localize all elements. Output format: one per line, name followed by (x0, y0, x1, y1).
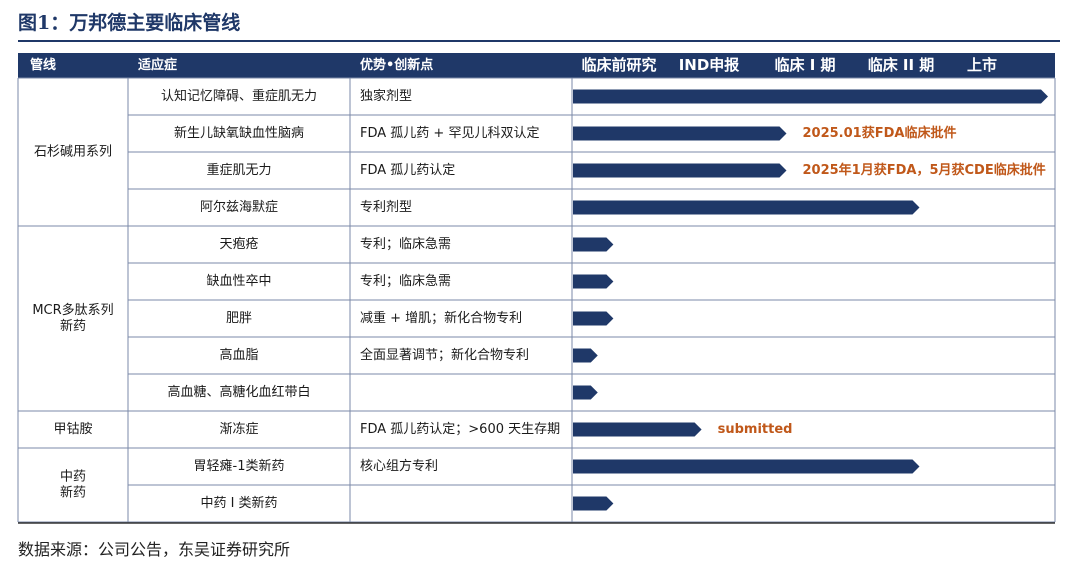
indication-cell: 中药 I 类新药 (200, 495, 277, 511)
indication-cell: 高血糖、高糖化血红带白 (167, 384, 310, 400)
stage-label: 临床 I 期 (774, 56, 835, 74)
progress-bar (573, 126, 787, 141)
stage-label: 临床 II 期 (868, 56, 935, 74)
group-name: 石杉碱用系列 (34, 145, 112, 160)
indication-cell: 认知记忆障碍、重症肌无力 (161, 88, 317, 104)
progress-bar (573, 348, 598, 363)
title-rule (18, 40, 1060, 42)
indication-cell: 天疱疮 (219, 236, 258, 252)
progress-bar (573, 422, 702, 437)
group-name: MCR多肽系列 (32, 302, 113, 318)
indication-cell: 阿尔兹海默症 (200, 199, 278, 215)
group-name: 新药 (60, 318, 86, 334)
bar-annotation: submitted (718, 422, 793, 437)
progress-bar (573, 385, 598, 400)
table-header (18, 53, 1055, 78)
progress-bar (573, 496, 614, 511)
indication-cell: 新生儿缺氧缺血性脑病 (174, 125, 304, 141)
source-note: 数据来源：公司公告，东吴证券研究所 (18, 540, 291, 559)
progress-bar (573, 274, 614, 289)
advantage-cell: 核心组方专利 (360, 458, 438, 474)
stage-label: IND申报 (679, 56, 740, 74)
header-advantage: 优势•创新点 (360, 57, 433, 73)
header-indication: 适应症 (138, 57, 177, 73)
stage-label: 上市 (967, 56, 997, 74)
group-name: 中药 (60, 470, 86, 485)
progress-bar (573, 311, 614, 326)
advantage-cell: 减重 + 增肌；新化合物专利 (360, 310, 522, 326)
progress-bar (573, 237, 614, 252)
indication-cell: 重症肌无力 (206, 162, 271, 178)
progress-bar (573, 200, 920, 215)
advantage-cell: 专利；临床急需 (360, 274, 451, 289)
indication-cell: 高血脂 (219, 347, 258, 363)
advantage-cell: 专利剂型 (360, 200, 412, 215)
advantage-cell: 专利；临床急需 (360, 237, 451, 252)
advantage-cell: 全面显著调节；新化合物专利 (360, 347, 529, 363)
advantage-cell: FDA 孤儿药 + 罕见儿科双认定 (360, 126, 539, 141)
indication-cell: 渐冻症 (219, 421, 258, 437)
group-name: 甲钴胺 (53, 422, 92, 437)
progress-bar (573, 163, 787, 178)
advantage-cell: FDA 孤儿药认定；>600 天生存期 (360, 422, 560, 437)
advantage-cell: 独家剂型 (360, 88, 412, 104)
bar-annotation: 2025年1月获FDA，5月获CDE临床批件 (803, 162, 1046, 178)
indication-cell: 胃轻瘫-1类新药 (194, 458, 285, 474)
header-pipeline: 管线 (30, 57, 56, 73)
figure-title: 图1：万邦德主要临床管线 (18, 12, 241, 34)
indication-cell: 缺血性卒中 (206, 274, 271, 289)
progress-bar (573, 89, 1048, 104)
indication-cell: 肥胖 (226, 311, 252, 326)
group-name: 新药 (60, 485, 86, 501)
bar-annotation: 2025.01获FDA临床批件 (803, 125, 957, 141)
stage-label: 临床前研究 (581, 56, 656, 74)
progress-bar (573, 459, 920, 474)
advantage-cell: FDA 孤儿药认定 (360, 163, 455, 178)
